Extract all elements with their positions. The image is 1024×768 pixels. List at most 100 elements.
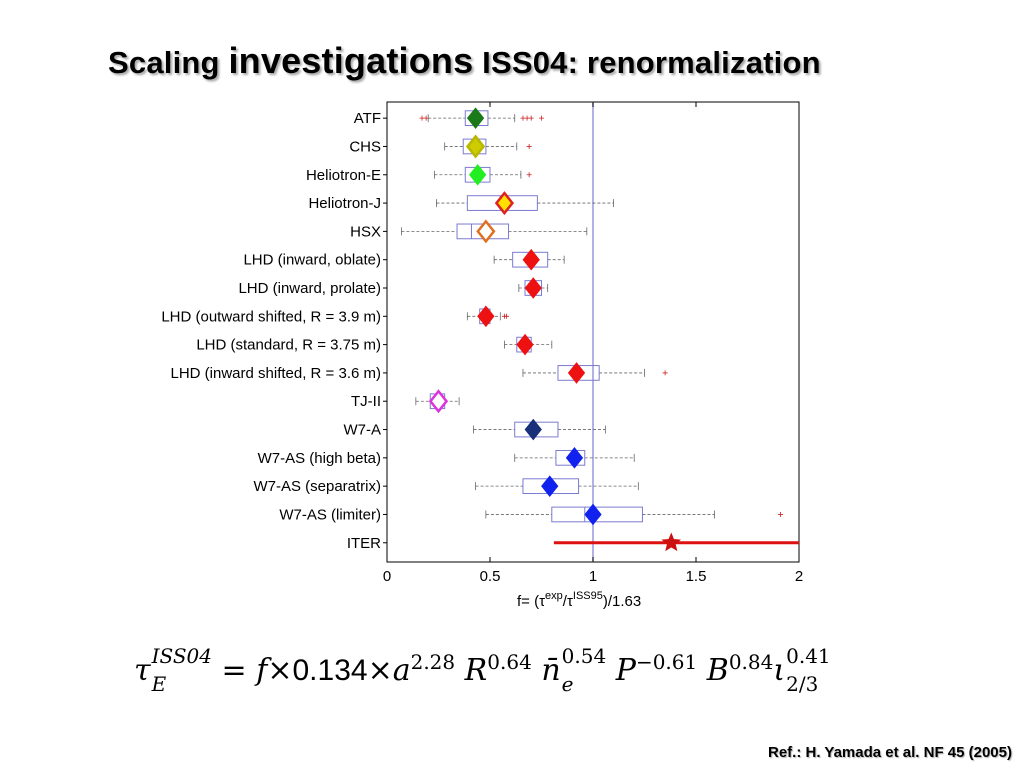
category-row: W7-A (344, 418, 606, 441)
formula-coefficient: 0.134 (292, 654, 368, 687)
formula-B-exp: 0.84 (728, 650, 774, 674)
formula-iota-scripts: 0.41 2/3 (786, 644, 831, 694)
marker-diamond (522, 248, 540, 271)
reference-citation: Ref.: H. Yamada et al. NF 45 (2005) (768, 744, 1012, 761)
title-part-investigations: investigations (228, 40, 474, 81)
formula-tau-sup: ISS04 (151, 644, 213, 668)
category-label: LHD (standard, R = 3.75 m) (196, 337, 381, 354)
marker-diamond (468, 163, 487, 186)
category-row: Heliotron-J (308, 191, 614, 216)
formula-iota: ι (773, 653, 786, 688)
category-row: LHD (inward shifted, R = 3.6 m) (171, 362, 668, 384)
marker-diamond (428, 389, 449, 414)
category-label: LHD (inward, prolate) (238, 280, 381, 297)
category-label: CHS (349, 138, 381, 155)
formula-times-1: × (267, 653, 293, 688)
formula-f: f (256, 653, 268, 688)
x-tick-label: 1.5 (686, 568, 707, 585)
formula-tau-scripts: ISS04 E (151, 644, 213, 694)
x-axis-label-part: τ (539, 593, 545, 610)
formula-tau-sub: E (151, 672, 167, 696)
marker-diamond (465, 134, 486, 159)
formula-n-sub: e (561, 672, 574, 696)
category-row: LHD (standard, R = 3.75 m) (196, 333, 553, 356)
formula-P: P (615, 653, 636, 688)
marker-diamond (584, 503, 602, 526)
category-label: HSX (350, 223, 381, 240)
x-tick-label: 0 (383, 568, 391, 585)
outlier-point (662, 370, 668, 376)
category-row: ITER (347, 532, 799, 552)
x-axis-label-part: f= ( (517, 593, 539, 610)
iss04-scaling-formula: τ ISS04 E = f×0.134×a2.28 R0.64 n̄ 0.54 e P−… (134, 646, 831, 700)
category-row: Heliotron-E (306, 163, 532, 186)
category-row: HSX (350, 219, 588, 244)
outlier-point (503, 313, 509, 319)
category-row: W7-AS (separatrix) (253, 475, 639, 497)
formula-iota-exp: 0.41 (786, 644, 831, 668)
category-row: W7-AS (high beta) (258, 447, 635, 469)
outlier-point (777, 511, 783, 517)
formula-R-exp: 0.64 (487, 650, 532, 674)
category-row: LHD (inward, prolate) (238, 277, 549, 299)
category-label: TJ-II (351, 393, 381, 410)
marker-diamond (565, 447, 584, 469)
formula-a-exp: 2.28 (410, 650, 456, 674)
formula-times-2: × (367, 653, 393, 688)
formula-tau: τ (134, 653, 151, 688)
title-part-scaling: Scaling (108, 45, 229, 80)
box (514, 421, 559, 438)
chart-svg: ATF CHS Heliotron-E Heliotron-J HSX LHD (inwa… (161, 101, 803, 610)
outlier-point (423, 115, 429, 121)
category-label: Heliotron-E (306, 167, 381, 184)
category-row: W7-AS (limiter) (279, 503, 783, 526)
marker-diamond (541, 475, 559, 497)
marker-diamond (477, 305, 495, 328)
category-label: LHD (inward, oblate) (243, 252, 381, 269)
formula-R: R (464, 653, 488, 688)
category-label: W7-AS (limiter) (279, 506, 381, 523)
category-label: LHD (inward shifted, R = 3.6 m) (171, 365, 382, 382)
marker-diamond (466, 107, 485, 129)
marker-diamond (567, 362, 586, 384)
formula-n-scripts: 0.54 e (561, 644, 607, 694)
formula-n-exp: 0.54 (561, 644, 607, 668)
formula-B: B (706, 653, 729, 688)
formula-n: n̄ (541, 653, 561, 688)
x-tick-label: 1 (589, 568, 597, 585)
marker-diamond (516, 333, 534, 356)
box (551, 506, 643, 523)
outlier-point (526, 143, 532, 149)
formula-P-exp: −0.61 (635, 650, 698, 674)
outlier-point (539, 115, 544, 121)
x-tick-label: 0.5 (480, 568, 501, 585)
formula-a: a (392, 653, 411, 688)
x-tick-label: 2 (795, 568, 803, 585)
outlier-point (528, 115, 534, 121)
marker-star (661, 532, 682, 552)
marker-diamond (476, 219, 496, 244)
outlier-point (526, 172, 532, 178)
marker-diamond (524, 418, 542, 441)
box (555, 449, 586, 466)
x-axis-label-part: τ (567, 593, 573, 610)
formula-equals: = (212, 653, 257, 688)
category-label: W7-A (344, 422, 382, 439)
category-label: ATF (354, 110, 381, 127)
x-axis-label-part: )/1.63 (603, 593, 641, 610)
category-row: CHS (349, 134, 532, 159)
x-axis-label-part: exp (545, 590, 563, 602)
category-label: Heliotron-J (308, 195, 381, 212)
category-label: W7-AS (high beta) (258, 450, 381, 467)
title-part-iss04: ISS04: renormalization (473, 45, 821, 80)
marker-diamond (494, 191, 515, 216)
category-row: TJ-II (351, 389, 460, 414)
category-row: LHD (inward, oblate) (243, 248, 565, 271)
marker-diamond (524, 277, 542, 299)
x-axis-label: f= (τexp/τISS95)/1.63 (517, 590, 641, 610)
category-label: W7-AS (separatrix) (253, 478, 381, 495)
category-label: LHD (outward shifted, R = 3.9 m) (161, 308, 381, 325)
x-axis-label-part: / (563, 593, 568, 610)
slide-title: Scaling investigations ISS04: renormaliz… (108, 40, 821, 82)
x-axis-label-part: ISS95 (573, 590, 603, 602)
